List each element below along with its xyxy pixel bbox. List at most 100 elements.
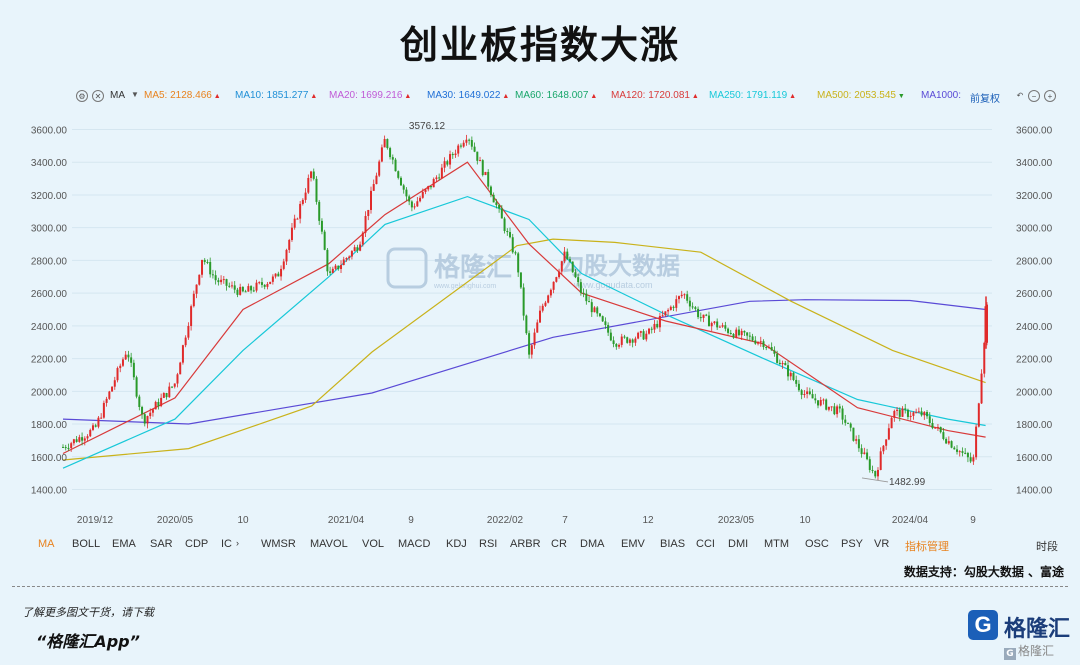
indicator-tab-ma[interactable]: MA <box>38 538 55 550</box>
candle-body <box>893 410 896 418</box>
indicator-tab-osc[interactable]: OSC <box>805 538 829 550</box>
time-period-tab[interactable]: 时段 <box>1036 541 1058 553</box>
settings-icon[interactable]: ⚙ <box>76 90 88 102</box>
candle-body <box>846 422 849 424</box>
indicator-tab-mavol[interactable]: MAVOL <box>310 538 348 550</box>
candle-body <box>348 256 351 259</box>
close-icon[interactable]: ✕ <box>92 90 104 102</box>
indicator-tab-dma[interactable]: DMA <box>580 538 605 550</box>
indicator-tab-vr[interactable]: VR <box>874 538 890 550</box>
indicator-tab-arbr[interactable]: ARBR <box>510 538 541 550</box>
candle-body <box>653 323 656 330</box>
candle-body <box>806 391 809 395</box>
candle-body <box>459 145 462 147</box>
candle-body <box>582 292 585 294</box>
indicator-tab-cci[interactable]: CCI <box>696 538 715 550</box>
restore-right-toggle[interactable]: 前复权 <box>970 94 1000 105</box>
indicator-tab-boll[interactable]: BOLL <box>72 538 101 550</box>
candle-body <box>233 285 236 290</box>
indicator-tab-cdp[interactable]: CDP <box>185 538 209 550</box>
candle-body <box>672 306 675 308</box>
candle-body <box>767 347 770 349</box>
candle-body <box>945 438 948 444</box>
indicator-tab-macd[interactable]: MACD <box>398 538 431 550</box>
indicator-tab-ema[interactable]: EMA <box>112 538 136 550</box>
candle-body <box>983 342 986 374</box>
gelonghui-logo: G 格隆汇 <box>968 608 1070 644</box>
indicator-tab-psy[interactable]: PSY <box>841 538 864 550</box>
chevron-right-icon[interactable]: › <box>236 538 239 548</box>
candle-body <box>498 205 501 209</box>
x-tick-label: 2020/05 <box>157 515 194 526</box>
candle-body <box>495 202 498 206</box>
indicator-tab-emv[interactable]: EMV <box>621 538 645 550</box>
candle-body <box>151 409 154 413</box>
candle-body <box>143 414 146 424</box>
candle-body <box>623 336 626 338</box>
candle-body <box>315 178 318 202</box>
indicator-tab-kdj[interactable]: KDJ <box>446 538 467 550</box>
candle-body <box>844 419 847 423</box>
indicator-tab-dmi[interactable]: DMI <box>728 538 749 550</box>
footer-line-1: 了解更多图文干货，请下载 <box>22 606 154 619</box>
candle-body <box>977 403 980 427</box>
candle-body <box>860 448 863 455</box>
candle-body <box>405 189 408 197</box>
candle-body <box>119 365 122 369</box>
candle-body <box>729 332 732 335</box>
indicator-tab-mtm[interactable]: MTM <box>764 538 790 550</box>
arrow-up-icon: ▲ <box>787 93 797 100</box>
candle-body <box>890 417 893 429</box>
candle-body <box>304 192 307 200</box>
small-watermark-text: 格隆汇 <box>1018 644 1055 658</box>
zoom-in-icon[interactable]: + <box>1044 90 1056 102</box>
candle-body <box>579 282 582 293</box>
divider <box>12 586 1068 587</box>
candle-body <box>577 277 580 283</box>
y-tick-label-left: 2800.00 <box>31 256 68 267</box>
candle-body <box>465 139 468 143</box>
candle-body <box>337 265 340 270</box>
indicator-tab-ic[interactable]: IC <box>221 538 232 550</box>
candle-body <box>171 386 174 388</box>
candle-body <box>86 436 89 439</box>
page-title: 创业板指数大涨 <box>399 23 680 67</box>
candle-body <box>260 282 263 285</box>
candle-body <box>195 284 198 294</box>
watermarks: 格隆汇www.gelonghui.com勾股大数据www.gogudata.co… <box>386 247 680 290</box>
candle-body <box>318 201 321 221</box>
indicator-tab-bias[interactable]: BIAS <box>660 538 686 550</box>
candle-body <box>931 422 934 429</box>
candle-body <box>939 426 942 433</box>
indicator-tab-wmsr[interactable]: WMSR <box>261 538 296 550</box>
zoom-out-icon[interactable]: − <box>1028 90 1040 102</box>
candle-body <box>898 409 901 417</box>
candle-body <box>149 412 152 417</box>
indicator-manage-button[interactable]: 指标管理 <box>905 541 949 553</box>
candle-body <box>451 154 454 156</box>
candle-body <box>560 261 563 272</box>
annotations: 3576.12 1482.99 <box>409 121 926 488</box>
candle-body <box>710 323 713 327</box>
indicator-tab-rsi[interactable]: RSI <box>479 538 498 550</box>
index-chart[interactable]: 格隆汇www.gelonghui.com勾股大数据www.gogudata.co… <box>0 110 1080 530</box>
y-tick-label-left: 2200.00 <box>31 355 68 366</box>
candle-body <box>667 309 670 312</box>
candle-body <box>817 400 820 406</box>
candle-body <box>269 281 272 284</box>
candle-body <box>184 337 187 346</box>
candle-body <box>904 408 907 410</box>
candle-body <box>656 323 659 328</box>
candle-body <box>538 310 541 323</box>
candle-body <box>705 314 708 316</box>
candle-body <box>389 148 392 158</box>
indicator-tab-cr[interactable]: CR <box>551 538 567 550</box>
candle-body <box>748 335 751 337</box>
ma-selector[interactable]: MA <box>110 90 125 101</box>
candle-body <box>89 429 92 437</box>
indicator-tab-sar[interactable]: SAR <box>150 538 173 550</box>
indicator-tab-vol[interactable]: VOL <box>362 538 385 550</box>
chevron-down-icon[interactable]: ▼ <box>131 90 139 99</box>
undo-icon[interactable]: ↶ <box>1016 91 1024 100</box>
ma-value-text: MA500: 2053.545 <box>817 90 896 101</box>
